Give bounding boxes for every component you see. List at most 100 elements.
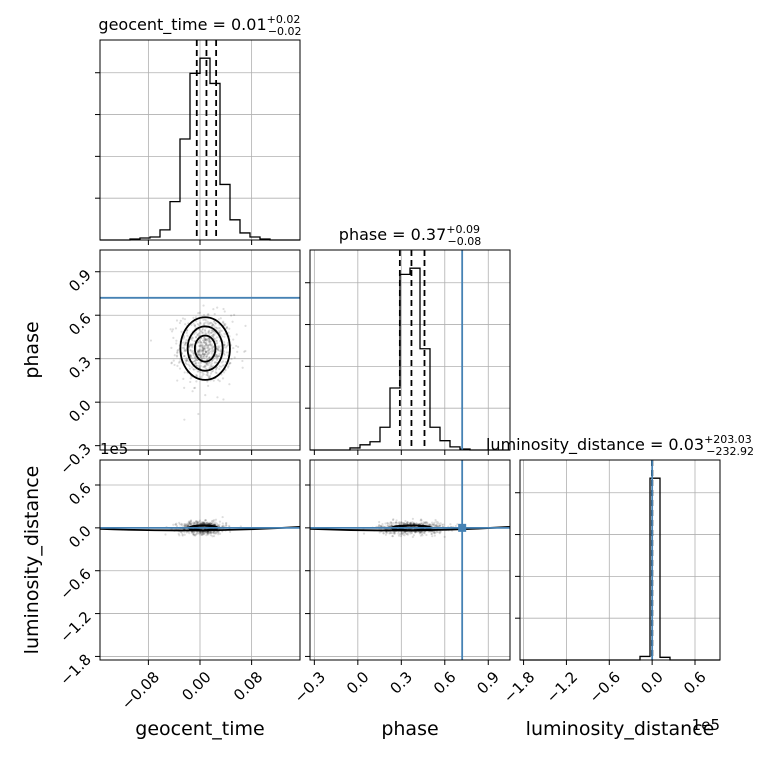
- sample-point: [206, 371, 209, 374]
- sample-point: [190, 521, 193, 525]
- sample-point: [182, 336, 186, 339]
- sample-point: [404, 519, 407, 523]
- sample-point: [206, 373, 209, 376]
- sample-point: [198, 533, 202, 536]
- sample-point: [205, 319, 208, 322]
- sample-point: [176, 349, 179, 352]
- y-tick-label: −0.3: [56, 440, 94, 478]
- sample-point: [205, 332, 208, 335]
- sample-point: [412, 534, 415, 537]
- sample-point: [202, 530, 205, 533]
- sample-point: [428, 523, 431, 526]
- sample-point: [175, 339, 178, 342]
- sample-point: [433, 524, 436, 528]
- x-tick-label: −1.8: [500, 668, 538, 706]
- sample-point: [208, 366, 211, 369]
- sample-point: [192, 521, 195, 524]
- sample-point: [195, 374, 199, 378]
- sample-point: [193, 386, 197, 389]
- sample-point: [201, 343, 204, 347]
- sample-point: [392, 531, 396, 535]
- sample-point: [202, 365, 205, 369]
- sample-point: [190, 523, 193, 526]
- sample-point: [224, 323, 227, 326]
- y-tick-label: 0.3: [65, 353, 95, 383]
- sample-point: [212, 519, 215, 522]
- sample-point: [207, 313, 210, 316]
- sample-point: [404, 531, 407, 534]
- sample-point: [407, 531, 410, 534]
- sample-point: [421, 522, 424, 526]
- hist-panel-geocent_time: [99, 39, 301, 241]
- sample-point: [185, 522, 188, 525]
- sample-point: [199, 343, 203, 347]
- sample-point: [210, 343, 213, 346]
- sample-point: [189, 349, 192, 352]
- sample-point: [212, 521, 215, 524]
- sample-point: [204, 518, 207, 522]
- sample-point: [400, 521, 403, 524]
- sample-point: [222, 320, 225, 323]
- sample-point: [200, 521, 203, 524]
- sample-point: [206, 358, 209, 361]
- histogram-geocent_time: [100, 57, 300, 241]
- sample-point: [189, 522, 192, 525]
- sample-point: [223, 324, 226, 327]
- sample-point: [424, 521, 427, 524]
- sample-point: [382, 532, 385, 535]
- sample-point: [206, 380, 209, 383]
- sample-point: [382, 532, 385, 535]
- sample-point: [443, 535, 446, 539]
- offset-text-y: 1e5: [100, 440, 128, 458]
- y-tick-label: −0.6: [56, 565, 94, 603]
- sample-point: [210, 352, 213, 355]
- sample-point: [229, 362, 232, 365]
- sample-point: [169, 328, 172, 331]
- sample-point: [196, 333, 199, 337]
- sample-point: [211, 347, 214, 350]
- sample-point: [385, 531, 388, 534]
- sample-point: [223, 324, 226, 327]
- sample-point: [171, 328, 175, 331]
- sample-point: [193, 340, 196, 343]
- sample-point: [424, 521, 427, 524]
- sample-point: [406, 533, 409, 536]
- sample-point: [212, 336, 215, 339]
- sample-point: [195, 373, 198, 377]
- sample-point: [204, 350, 207, 353]
- sample-point: [188, 346, 191, 349]
- sample-point: [185, 331, 188, 334]
- sample-point: [170, 330, 174, 333]
- sample-point: [208, 374, 212, 377]
- sample-point: [434, 531, 437, 535]
- sample-point: [181, 317, 185, 320]
- sample-point: [209, 321, 212, 324]
- sample-point: [210, 334, 213, 338]
- sample-point: [216, 341, 219, 345]
- sample-point: [200, 350, 203, 353]
- sample-point: [225, 345, 228, 348]
- sample-point: [180, 531, 183, 534]
- sample-point: [189, 349, 193, 352]
- sample-point: [199, 330, 202, 333]
- sample-point: [219, 349, 222, 353]
- sample-point: [205, 344, 208, 348]
- sample-point: [195, 320, 198, 323]
- sample-point: [206, 343, 209, 346]
- sample-point: [221, 522, 224, 525]
- sample-point: [181, 524, 184, 527]
- sample-point: [389, 532, 392, 535]
- sample-point: [206, 530, 209, 533]
- sample-point: [172, 359, 175, 362]
- sample-point: [419, 530, 422, 534]
- sample-point: [209, 522, 212, 525]
- sample-point: [207, 352, 210, 355]
- sample-point: [207, 337, 211, 340]
- sample-point: [222, 341, 226, 344]
- sample-point: [405, 522, 408, 525]
- x-axis-label: phase: [381, 718, 438, 740]
- sample-point: [200, 348, 203, 352]
- sample-point: [199, 531, 202, 534]
- sample-point: [403, 534, 406, 537]
- sample-point: [203, 346, 207, 350]
